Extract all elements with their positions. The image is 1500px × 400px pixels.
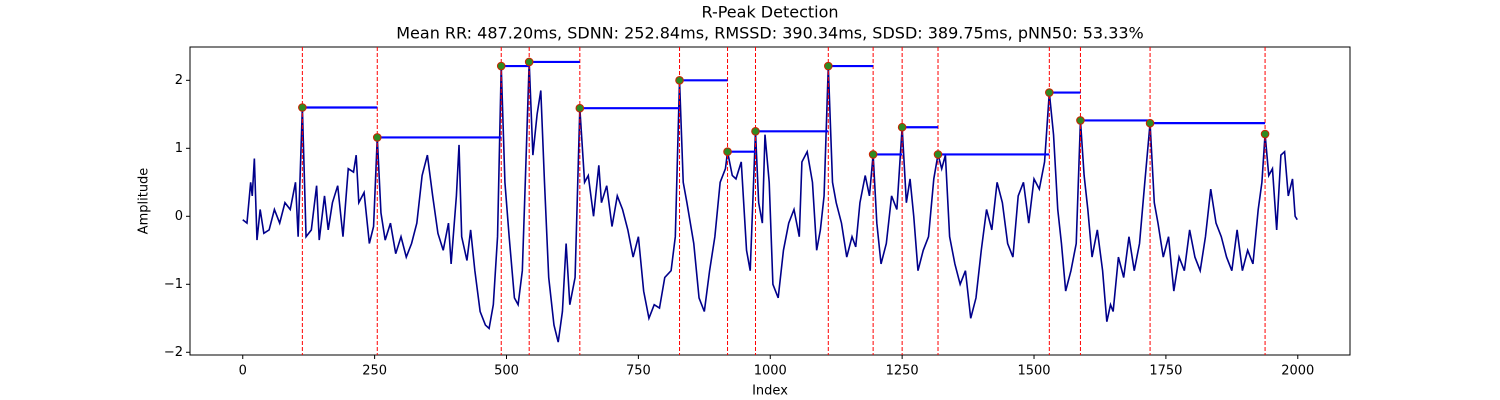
y-tick-label: 0 [175,209,183,224]
x-tick-label: 1250 [886,364,919,379]
peak-marker [575,103,585,113]
y-tick-label: −1 [164,277,183,292]
peak-marker [823,61,833,71]
peak-marker [1076,116,1085,125]
x-tick-label: 250 [362,364,387,379]
peak-marker [933,150,943,159]
y-axis-label: Amplitude [137,168,152,235]
peak-marker [1260,129,1270,139]
peak-marker [1145,118,1155,128]
y-tick-label: 1 [175,141,183,156]
peak-marker [723,147,732,157]
x-tick-label: 750 [626,364,651,379]
peak-marker [868,150,878,159]
x-tick-label: 1500 [1017,364,1050,379]
x-tick-label: 0 [239,364,247,379]
peak-marker [1045,88,1054,97]
y-tick-label: −2 [164,345,183,360]
x-tick-label: 500 [494,364,519,379]
x-axis-label: Index [752,384,788,399]
peak-marker [524,57,534,67]
peak-marker [298,103,307,112]
peak-marker [675,76,684,85]
chart-title: R-Peak Detection [701,3,838,22]
x-tick-label: 1750 [1149,364,1182,379]
peak-marker [372,133,382,142]
chart-subtitle: Mean RR: 487.20ms, SDNN: 252.84ms, RMSSD… [396,24,1144,43]
peak-marker [897,122,907,132]
x-tick-label: 2000 [1281,364,1314,379]
peak-marker [496,61,506,71]
signal-line [242,61,1298,343]
y-tick-label: 2 [175,73,183,88]
peak-marker [751,127,760,136]
x-tick-label: 1000 [754,364,787,379]
